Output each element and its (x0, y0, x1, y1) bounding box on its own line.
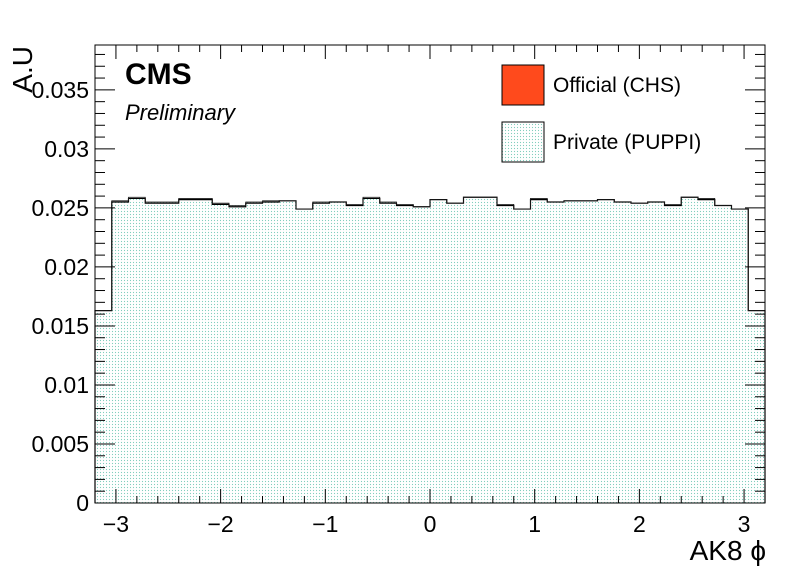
bar-private-24 (497, 204, 515, 504)
bar-private-30 (597, 199, 615, 503)
x-tick-label-3: 0 (424, 511, 437, 537)
histogram-bars (95, 197, 766, 504)
bar-private-8 (229, 205, 247, 504)
bar-private-35 (681, 197, 699, 503)
bar-private-5 (178, 198, 196, 503)
bar-private-11 (279, 200, 297, 503)
bar-private-7 (212, 203, 230, 503)
y-tick-label-1: 0.005 (31, 431, 89, 457)
y-tick-label-3: 0.015 (31, 313, 89, 339)
bar-private-34 (664, 204, 682, 504)
bar-private-1 (111, 200, 129, 503)
bar-private-15 (346, 204, 364, 504)
histogram-outlines (94, 196, 766, 503)
x-tick-label-1: −2 (208, 511, 234, 537)
bar-private-13 (312, 201, 330, 503)
bar-private-26 (530, 198, 548, 503)
x-tick-label-2: −1 (312, 511, 338, 537)
bar-private-12 (296, 209, 314, 503)
legend-swatch-private (501, 121, 545, 163)
bar-private-14 (329, 201, 347, 503)
bar-private-6 (195, 198, 213, 503)
bar-private-27 (547, 201, 565, 503)
bar-private-33 (647, 201, 665, 503)
bar-private-0 (95, 310, 113, 503)
bar-private-10 (262, 200, 280, 503)
bar-private-38 (731, 209, 749, 503)
y-tick-label-2: 0.01 (44, 372, 89, 398)
legend: Official (CHS) Private (PUPPI) (501, 64, 701, 163)
y-tick-label-4: 0.02 (44, 254, 89, 280)
legend-swatch-official (501, 64, 545, 106)
bar-private-18 (396, 204, 414, 504)
legend-label-private: Private (PUPPI) (553, 131, 701, 154)
y-tick-label-0: 0 (76, 490, 89, 516)
bar-private-28 (564, 200, 582, 503)
bar-private-22 (463, 197, 481, 503)
y-tick-label-7: 0.035 (31, 77, 89, 103)
y-tick-label-6: 0.03 (44, 136, 89, 162)
bar-private-36 (698, 198, 716, 503)
x-tick-label-0: −3 (103, 511, 129, 537)
legend-label-official: Official (CHS) (553, 74, 681, 97)
y-axis-title: A.U (7, 46, 38, 93)
bar-private-31 (614, 201, 632, 503)
bar-private-3 (145, 201, 163, 503)
axes: 0 0.005 0.01 0.015 0.02 0.025 0.03 0.035 −3 −2 −1 0… (31, 45, 765, 537)
bar-private-25 (513, 209, 531, 503)
bar-private-9 (245, 201, 263, 503)
bar-private-29 (580, 200, 598, 503)
y-tick-label-5: 0.025 (31, 195, 89, 221)
bar-private-2 (128, 197, 146, 503)
bar-private-17 (379, 201, 397, 503)
bar-private-20 (430, 199, 448, 503)
bar-private-37 (714, 205, 732, 504)
preliminary-label: Preliminary (125, 100, 237, 125)
bar-private-21 (446, 203, 464, 503)
bar-private-19 (413, 206, 431, 503)
x-axis-title: AK8 ϕ (690, 535, 766, 566)
bar-private-39 (748, 310, 766, 503)
x-tick-label-6: 3 (738, 511, 751, 537)
bar-private-16 (363, 197, 381, 503)
x-tick-label-5: 2 (633, 511, 646, 537)
outline-private (94, 196, 766, 503)
bar-private-23 (480, 197, 498, 503)
bar-private-4 (162, 201, 180, 503)
bar-private-32 (631, 203, 649, 503)
x-tick-label-4: 1 (528, 511, 541, 537)
cms-label: CMS (125, 58, 192, 91)
